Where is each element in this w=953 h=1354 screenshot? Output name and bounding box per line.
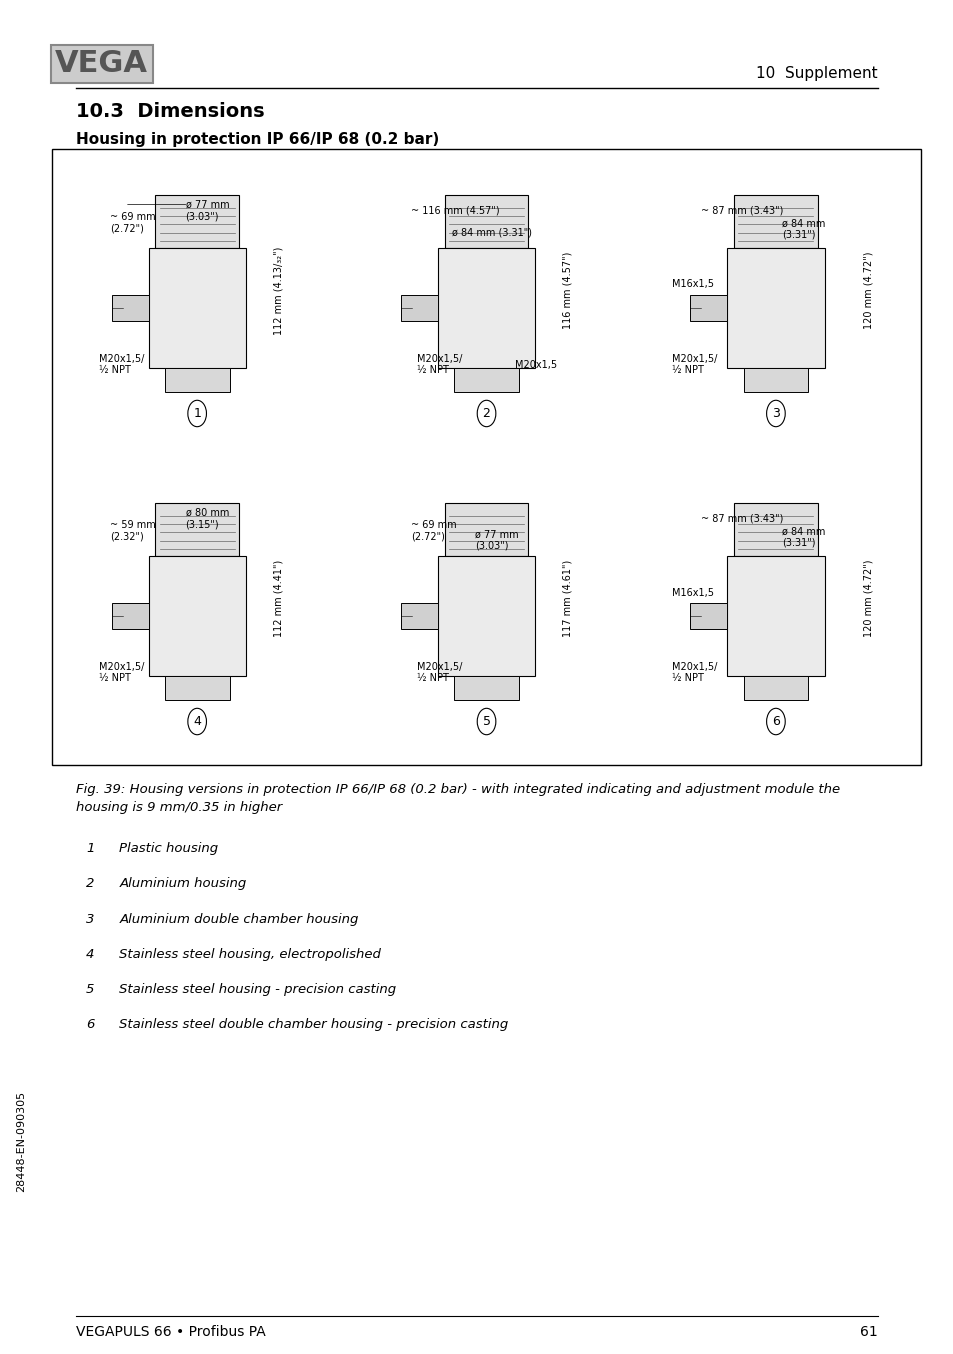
Bar — [734, 195, 817, 248]
Text: Aluminium double chamber housing: Aluminium double chamber housing — [119, 913, 358, 926]
Bar — [149, 555, 246, 676]
Circle shape — [188, 401, 206, 427]
Text: Stainless steel housing, electropolished: Stainless steel housing, electropolished — [119, 948, 381, 961]
Text: ø 77 mm
(3.03"): ø 77 mm (3.03") — [475, 529, 518, 551]
Text: 1: 1 — [86, 842, 94, 856]
Circle shape — [766, 708, 784, 735]
Text: 61: 61 — [859, 1326, 877, 1339]
Bar — [149, 248, 246, 368]
Text: 6: 6 — [771, 715, 779, 728]
Bar — [734, 502, 817, 555]
Bar — [742, 676, 807, 700]
Text: Stainless steel double chamber housing - precision casting: Stainless steel double chamber housing -… — [119, 1018, 508, 1032]
Text: ø 80 mm
(3.15"): ø 80 mm (3.15") — [186, 508, 229, 529]
Text: ~ 59 mm
(2.32"): ~ 59 mm (2.32") — [111, 520, 156, 542]
Text: ø 84 mm (3.31"): ø 84 mm (3.31") — [452, 227, 531, 237]
Text: M20x1,5: M20x1,5 — [515, 360, 557, 370]
Text: 10  Supplement: 10 Supplement — [756, 65, 877, 81]
Bar — [165, 676, 230, 700]
Text: ~ 87 mm (3.43"): ~ 87 mm (3.43") — [700, 513, 782, 524]
Text: M20x1,5/
½ NPT: M20x1,5/ ½ NPT — [99, 662, 144, 684]
Text: Stainless steel housing - precision casting: Stainless steel housing - precision cast… — [119, 983, 395, 997]
Text: 2: 2 — [86, 877, 94, 891]
Bar — [155, 502, 238, 555]
Bar — [437, 248, 535, 368]
Text: M20x1,5/
½ NPT: M20x1,5/ ½ NPT — [671, 353, 717, 375]
Text: Housing in protection IP 66/IP 68 (0.2 bar): Housing in protection IP 66/IP 68 (0.2 b… — [76, 131, 439, 148]
Text: ~ 69 mm
(2.72"): ~ 69 mm (2.72") — [111, 213, 155, 234]
Text: 5: 5 — [482, 715, 490, 728]
Bar — [454, 676, 518, 700]
Text: 112 mm (4.41"): 112 mm (4.41") — [273, 561, 283, 638]
Text: 3: 3 — [771, 408, 779, 420]
Text: M20x1,5/
½ NPT: M20x1,5/ ½ NPT — [416, 353, 462, 375]
Text: ~ 87 mm (3.43"): ~ 87 mm (3.43") — [700, 206, 782, 215]
Text: 3: 3 — [86, 913, 94, 926]
Bar — [165, 368, 230, 391]
Bar — [444, 195, 528, 248]
Bar — [400, 295, 437, 321]
Text: M20x1,5/
½ NPT: M20x1,5/ ½ NPT — [671, 662, 717, 684]
Bar — [726, 248, 823, 368]
Text: VEGA: VEGA — [55, 49, 148, 79]
Text: ø 84 mm
(3.31"): ø 84 mm (3.31") — [781, 527, 824, 548]
Bar — [742, 368, 807, 391]
Text: 120 mm (4.72"): 120 mm (4.72") — [862, 561, 873, 638]
Text: 10.3  Dimensions: 10.3 Dimensions — [76, 102, 265, 121]
Text: M16x1,5: M16x1,5 — [671, 279, 713, 290]
Circle shape — [188, 708, 206, 735]
Text: Plastic housing: Plastic housing — [119, 842, 218, 856]
Text: M16x1,5: M16x1,5 — [671, 588, 713, 597]
Circle shape — [476, 708, 496, 735]
Text: ~ 69 mm
(2.72"): ~ 69 mm (2.72") — [411, 520, 456, 542]
Text: 4: 4 — [86, 948, 94, 961]
Text: VEGAPULS 66 • Profibus PA: VEGAPULS 66 • Profibus PA — [76, 1326, 266, 1339]
Text: M20x1,5/
½ NPT: M20x1,5/ ½ NPT — [99, 353, 144, 375]
Bar — [690, 295, 726, 321]
Bar — [52, 149, 920, 765]
Bar — [454, 368, 518, 391]
Text: 112 mm (4.13/₃₂"): 112 mm (4.13/₃₂") — [273, 246, 283, 334]
Bar — [112, 603, 149, 630]
Bar — [112, 295, 149, 321]
Circle shape — [766, 401, 784, 427]
Text: ~ 116 mm (4.57"): ~ 116 mm (4.57") — [411, 206, 499, 215]
Text: 6: 6 — [86, 1018, 94, 1032]
Bar — [437, 555, 535, 676]
Text: 1: 1 — [193, 408, 201, 420]
Bar — [690, 603, 726, 630]
Text: M20x1,5/
½ NPT: M20x1,5/ ½ NPT — [416, 662, 462, 684]
Text: 120 mm (4.72"): 120 mm (4.72") — [862, 252, 873, 329]
Bar — [400, 603, 437, 630]
Text: 28448-EN-090305: 28448-EN-090305 — [16, 1090, 26, 1192]
Text: Aluminium housing: Aluminium housing — [119, 877, 246, 891]
Text: ø 77 mm
(3.03"): ø 77 mm (3.03") — [186, 200, 229, 221]
Circle shape — [476, 401, 496, 427]
Text: 116 mm (4.57"): 116 mm (4.57") — [562, 252, 572, 329]
Text: 4: 4 — [193, 715, 201, 728]
Text: 117 mm (4.61"): 117 mm (4.61") — [562, 561, 572, 638]
Text: 5: 5 — [86, 983, 94, 997]
Text: ø 84 mm
(3.31"): ø 84 mm (3.31") — [781, 218, 824, 240]
Bar — [726, 555, 823, 676]
Text: 2: 2 — [482, 408, 490, 420]
Bar — [444, 502, 528, 555]
Bar — [155, 195, 238, 248]
Text: Fig. 39: Housing versions in protection IP 66/IP 68 (0.2 bar) - with integrated : Fig. 39: Housing versions in protection … — [76, 783, 840, 814]
